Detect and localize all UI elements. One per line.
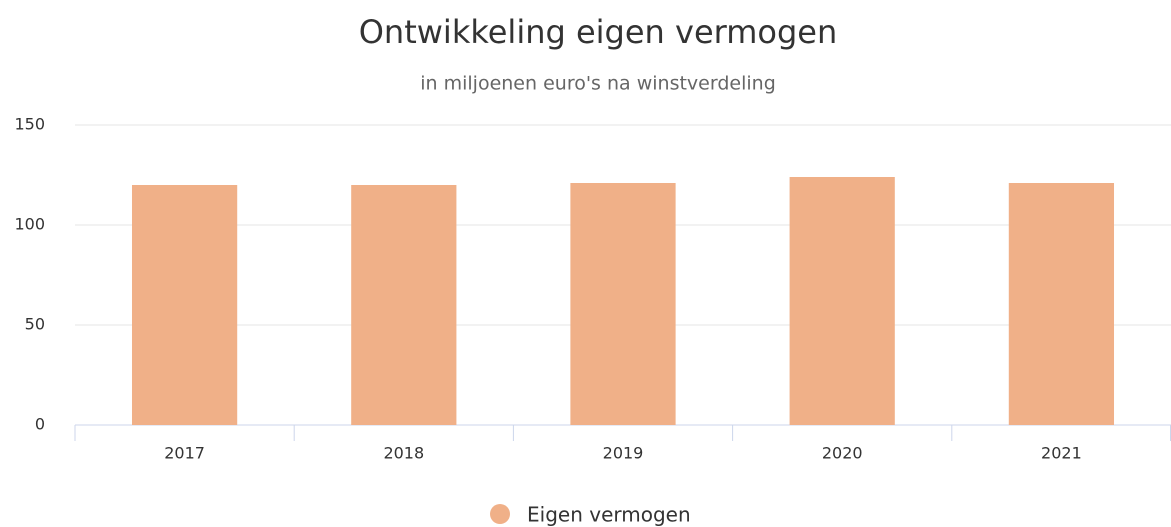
x-tick-label: 2017 — [164, 444, 205, 463]
x-tick-label: 2018 — [383, 444, 424, 463]
bar — [351, 185, 457, 425]
y-tick-label: 0 — [35, 415, 45, 434]
bar — [570, 183, 676, 425]
x-tick-label: 2019 — [603, 444, 644, 463]
bar — [789, 177, 895, 425]
bar — [1008, 183, 1115, 425]
y-tick-label: 50 — [25, 315, 45, 334]
bar — [131, 185, 238, 425]
legend-symbol — [490, 504, 510, 524]
x-tick-label: 2021 — [1041, 444, 1082, 463]
y-tick-label: 100 — [14, 215, 45, 234]
y-tick-label: 150 — [14, 115, 45, 134]
legend-label: Eigen vermogen — [527, 503, 691, 527]
chart-title: Ontwikkeling eigen vermogen — [359, 13, 838, 51]
chart-subtitle: in miljoenen euro's na winstverdeling — [420, 73, 776, 95]
x-tick-label: 2020 — [822, 444, 863, 463]
